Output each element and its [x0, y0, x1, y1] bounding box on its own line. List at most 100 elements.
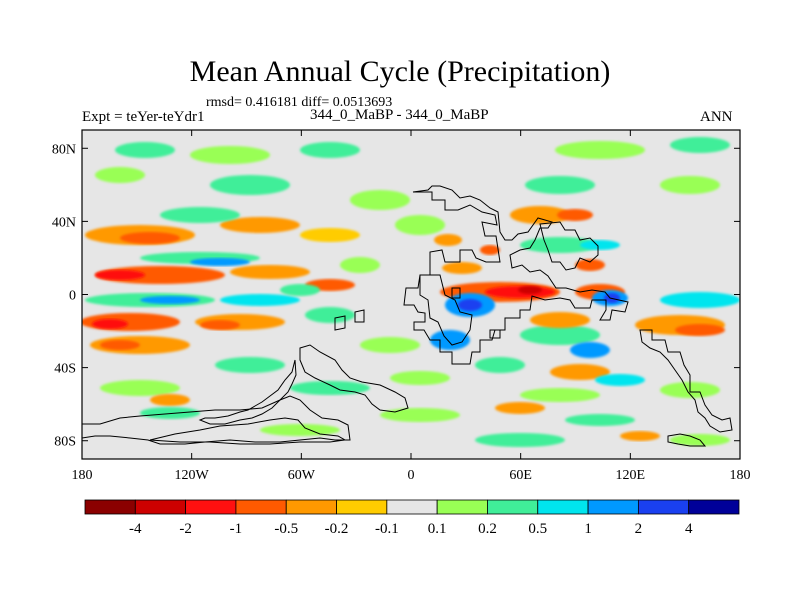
colorbar-swatch [285, 499, 337, 515]
anomaly-region [160, 207, 240, 223]
anomaly-field [82, 137, 740, 447]
anomaly-region [570, 342, 610, 358]
anomaly-region [120, 232, 180, 244]
anomaly-region [434, 234, 462, 246]
colorbar-label: -1 [230, 521, 243, 537]
map-background [82, 130, 740, 459]
anomaly-region [115, 142, 175, 158]
colorbar-swatch [537, 499, 589, 515]
anomaly-region [350, 190, 410, 210]
colorbar-swatch [185, 499, 237, 515]
anomaly-region [215, 357, 285, 373]
anomaly-region [360, 337, 420, 353]
anomaly-region [660, 292, 740, 308]
anomaly-region [140, 407, 200, 419]
lon-tick-label: 180 [730, 468, 751, 483]
anomaly-region [210, 175, 290, 195]
anomaly-region [190, 258, 250, 266]
anomaly-region [550, 364, 610, 380]
colorbar: -4 -2 -1 -0.5 -0.2 -0.1 0.1 0.2 0.5 1 2 4 [84, 499, 740, 537]
lat-tick-label: 80N [52, 142, 76, 157]
anomaly-region [442, 262, 482, 274]
lon-tick-label: 0 [408, 468, 415, 483]
anomaly-region [395, 215, 445, 235]
anomaly-region [580, 240, 620, 250]
map-axes: 180 120W 60W 0 60E 120E 180 80N 40N 0 40S 80S [52, 130, 751, 483]
anomaly-region [495, 402, 545, 414]
page-title: Mean Annual Cycle (Precipitation) [189, 55, 611, 88]
anomaly-region [92, 319, 128, 329]
anomaly-region [95, 270, 145, 280]
colorbar-label: -4 [129, 521, 142, 537]
anomaly-region [475, 433, 565, 447]
colorbar-label: 4 [685, 521, 693, 537]
anomaly-region [150, 394, 190, 406]
anomaly-region [670, 137, 730, 153]
anomaly-region [100, 380, 180, 396]
anomaly-region [305, 307, 355, 323]
anomaly-region [565, 414, 635, 426]
anomaly-region [660, 176, 720, 194]
anomaly-region [575, 259, 605, 271]
anomaly-region [220, 294, 300, 306]
anomaly-region [200, 320, 240, 330]
anomaly-region [530, 312, 590, 328]
anomaly-region [520, 237, 600, 253]
colorbar-swatch [84, 499, 136, 515]
lon-tick-label: 180 [72, 468, 93, 483]
season-label: ANN [700, 109, 733, 125]
colorbar-label: 0.2 [478, 521, 497, 537]
anomaly-region [518, 286, 542, 294]
lat-tick-label: 40N [52, 215, 76, 230]
anomaly-region [280, 284, 320, 296]
colorbar-label: 0.5 [528, 521, 547, 537]
lat-tick-label: 40S [54, 362, 76, 377]
anomaly-region [675, 324, 725, 336]
colorbar-label: 2 [635, 521, 643, 537]
anomaly-region [510, 206, 570, 224]
colorbar-swatch [134, 499, 187, 515]
anomaly-region [260, 424, 340, 436]
anomaly-region [300, 228, 360, 242]
colorbar-label: -0.2 [325, 521, 349, 537]
anomaly-region [300, 142, 360, 158]
lon-tick-label: 120W [175, 468, 210, 483]
anomaly-region [480, 245, 500, 255]
lon-tick-label: 60E [509, 468, 532, 483]
colorbar-swatch [637, 499, 690, 515]
anomaly-region [140, 296, 200, 304]
anomaly-region [525, 176, 595, 194]
colorbar-label: 0.1 [428, 521, 447, 537]
anomaly-region [557, 209, 593, 221]
anomaly-region [520, 325, 600, 345]
colorbar-label: -2 [179, 521, 192, 537]
anomaly-region [595, 374, 645, 386]
lat-tick-label: 0 [69, 289, 76, 304]
anomaly-region [340, 257, 380, 273]
case-label: 344_0_MaBP - 344_0_MaBP [310, 107, 489, 123]
lon-tick-label: 60W [288, 468, 316, 483]
anomaly-region [620, 431, 660, 441]
anomaly-region [95, 167, 145, 183]
coastlines [82, 185, 733, 447]
anomaly-region [100, 340, 140, 350]
colorbar-swatch [487, 499, 539, 515]
colorbar-swatch [336, 499, 388, 515]
colorbar-label: -0.1 [375, 521, 399, 537]
anomaly-region [520, 388, 600, 402]
colorbar-label: 1 [584, 521, 592, 537]
lon-tick-label: 120E [616, 468, 646, 483]
anomaly-region [390, 371, 450, 385]
anomaly-region [458, 299, 482, 311]
colorbar-swatch [688, 499, 740, 515]
lat-tick-label: 80S [54, 435, 76, 450]
colorbar-label: -0.5 [274, 521, 298, 537]
anomaly-region [380, 408, 460, 422]
anomaly-region [220, 217, 300, 233]
anomaly-region [555, 141, 645, 159]
map-field [82, 130, 740, 459]
experiment-label: Expt = teYer-teYdr1 [82, 109, 205, 125]
stats-text: rmsd= 0.416181 diff= 0.0513693 [206, 95, 393, 110]
anomaly-region [475, 357, 525, 373]
colorbar-swatch [386, 499, 438, 515]
